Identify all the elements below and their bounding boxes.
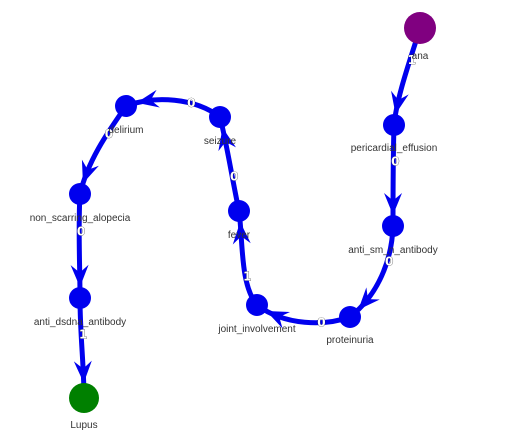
edge-delirium-to-non_scarring_alopecia <box>77 104 129 195</box>
node-ana[interactable] <box>404 12 436 44</box>
arrowhead-icon <box>391 90 409 115</box>
arrowhead-icon <box>358 287 380 310</box>
nodes-layer <box>69 12 436 413</box>
edge-label: 0 <box>317 316 325 330</box>
node-label-lupus: Lupus <box>70 420 97 431</box>
node-label-anti_dsdna_antibody: anti_dsdna_antibody <box>34 317 126 328</box>
node-anti_sm_antibody[interactable] <box>382 215 404 237</box>
node-label-joint_involvement: joint_involvement <box>217 324 295 335</box>
edge-line <box>77 104 129 195</box>
edge-label: 1 <box>243 270 251 284</box>
node-anti_dsdna_antibody[interactable] <box>69 287 91 309</box>
arrowhead-icon <box>70 264 89 287</box>
arrowhead-icon <box>136 89 160 108</box>
node-label-seizure: seizure <box>204 136 237 147</box>
edge-line <box>77 297 87 399</box>
edge-label: 0 <box>187 96 195 110</box>
node-label-delirium: delirium <box>108 125 143 136</box>
node-label-pericardial_effusion: pericardial_effusion <box>351 143 438 154</box>
node-lupus[interactable] <box>69 383 99 413</box>
edge-non_scarring_alopecia-to-anti_dsdna_antibody <box>70 193 89 299</box>
node-proteinuria[interactable] <box>339 306 361 328</box>
node-label-anti_sm_antibody: anti_sm_n_antibody <box>348 245 438 256</box>
arrowhead-icon <box>232 221 251 245</box>
edge-fever-to-seizure <box>217 116 242 212</box>
node-label-non_scarring_alopecia: non_scarring_alopecia <box>30 213 131 224</box>
edge-label: 0 <box>105 127 113 141</box>
arrowhead-icon <box>81 159 99 184</box>
edge-label: 1 <box>408 53 416 67</box>
node-joint_involvement[interactable] <box>246 294 268 316</box>
edge-anti_dsdna_antibody-to-lupus <box>73 297 92 399</box>
edge-label: 0 <box>230 170 238 184</box>
edge-joint_involvement-to-fever <box>232 210 260 307</box>
edge-label: 0 <box>385 254 393 268</box>
node-seizure[interactable] <box>209 106 231 128</box>
arrowhead-icon <box>266 310 291 329</box>
edge-label: 0 <box>391 155 399 169</box>
node-pericardial_effusion[interactable] <box>383 114 405 136</box>
edge-seizure-to-delirium <box>125 89 222 120</box>
arrowhead-icon <box>218 127 236 152</box>
arrowhead-icon <box>73 360 92 383</box>
edge-anti_sm_antibody-to-proteinuria <box>348 225 396 319</box>
edge-label: 1 <box>79 328 87 342</box>
arrowhead-icon <box>384 192 403 215</box>
node-non_scarring_alopecia[interactable] <box>69 183 91 205</box>
node-delirium[interactable] <box>115 95 137 117</box>
node-fever[interactable] <box>228 200 250 222</box>
edge-label: 0 <box>77 224 85 238</box>
labels-layer: 1000100001anapericardial_effusionanti_sm… <box>30 51 438 431</box>
node-label-fever: fever <box>228 230 251 241</box>
edge-pericardial_effusion-to-anti_sm_antibody <box>384 124 403 227</box>
node-label-proteinuria: proteinuria <box>326 335 374 346</box>
node-label-ana: ana <box>412 51 429 62</box>
